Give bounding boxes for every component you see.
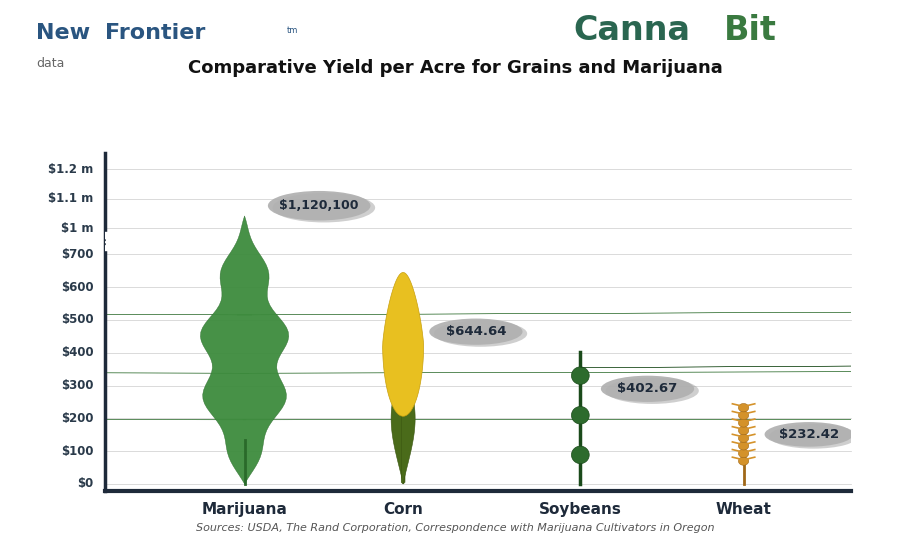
Text: $644.64: $644.64 (446, 325, 506, 338)
Polygon shape (401, 366, 415, 484)
Ellipse shape (434, 320, 527, 347)
Polygon shape (738, 411, 749, 420)
Text: tm: tm (287, 26, 298, 35)
Text: Sources: USDA, The Rand Corporation, Correspondence with Marijuana Cultivators i: Sources: USDA, The Rand Corporation, Cor… (196, 523, 714, 533)
Text: Canna: Canna (573, 14, 691, 47)
Text: Bit: Bit (723, 14, 776, 47)
Polygon shape (0, 399, 247, 420)
Text: $300: $300 (61, 379, 94, 392)
Text: Wheat: Wheat (715, 502, 772, 517)
Polygon shape (382, 272, 424, 416)
Ellipse shape (764, 422, 854, 447)
Text: $1.2 m: $1.2 m (48, 162, 94, 175)
Polygon shape (200, 216, 288, 484)
Ellipse shape (769, 424, 858, 449)
Ellipse shape (605, 378, 699, 404)
Text: $0: $0 (77, 477, 94, 490)
Polygon shape (571, 407, 589, 424)
Polygon shape (738, 449, 749, 458)
Text: $100: $100 (61, 445, 94, 458)
Polygon shape (738, 434, 749, 443)
Text: data: data (36, 57, 65, 70)
Text: $1.1 m: $1.1 m (48, 192, 94, 205)
Text: $700: $700 (61, 248, 94, 261)
Polygon shape (738, 441, 749, 450)
Text: $600: $600 (61, 281, 94, 294)
Polygon shape (0, 251, 252, 315)
Text: $1,120,100: $1,120,100 (279, 199, 359, 212)
Text: Corn: Corn (383, 502, 423, 517)
Polygon shape (571, 367, 589, 384)
Text: $1 m: $1 m (61, 222, 94, 234)
Text: Frontier: Frontier (105, 23, 205, 43)
Text: $200: $200 (61, 412, 94, 425)
Polygon shape (240, 320, 910, 373)
Polygon shape (738, 419, 749, 427)
Polygon shape (243, 399, 910, 420)
Ellipse shape (601, 376, 694, 402)
Ellipse shape (272, 193, 375, 222)
Polygon shape (571, 446, 589, 464)
Polygon shape (738, 403, 749, 412)
Polygon shape (581, 350, 910, 368)
Polygon shape (238, 251, 910, 315)
Polygon shape (738, 426, 749, 435)
Ellipse shape (430, 318, 522, 345)
Text: Comparative Yield per Acre for Grains and Marijuana: Comparative Yield per Acre for Grains an… (187, 59, 723, 77)
Text: $402.67: $402.67 (617, 383, 678, 395)
Text: New: New (36, 23, 90, 43)
Polygon shape (391, 366, 405, 484)
Polygon shape (0, 320, 249, 373)
Ellipse shape (268, 191, 370, 221)
Text: $232.42: $232.42 (779, 428, 839, 441)
Polygon shape (738, 457, 749, 465)
Text: $400: $400 (61, 346, 94, 359)
Text: $500: $500 (61, 313, 94, 326)
Text: Marijuana: Marijuana (202, 502, 288, 517)
Text: Soybeans: Soybeans (539, 502, 622, 517)
